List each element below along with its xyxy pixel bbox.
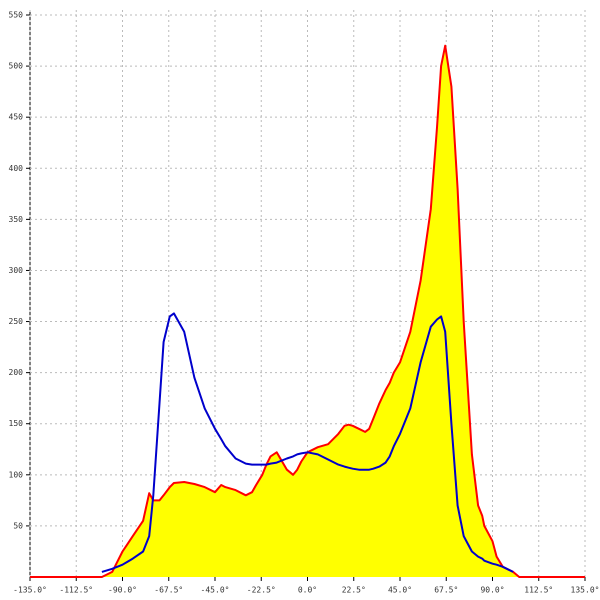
series-line bbox=[101, 312, 514, 573]
x-tick-label: 22.5° bbox=[342, 586, 366, 595]
y-tick-label: 400 bbox=[9, 164, 24, 173]
y-tick-label: 500 bbox=[9, 62, 24, 71]
x-tick-label: 90.0° bbox=[480, 586, 504, 595]
x-tick-label: -135.0° bbox=[13, 586, 47, 595]
x-tick-label: 135.0° bbox=[571, 586, 600, 595]
x-tick-label: 45.0° bbox=[388, 586, 412, 595]
area-fill bbox=[30, 45, 585, 577]
y-tick-label: 300 bbox=[9, 266, 24, 275]
x-tick-label: -112.5° bbox=[59, 586, 93, 595]
x-tick-label: -45.0° bbox=[201, 586, 230, 595]
series-line bbox=[30, 44, 585, 578]
y-tick-label: 250 bbox=[9, 317, 24, 326]
x-tick-label: 0.0° bbox=[298, 586, 317, 595]
x-tick-label: -22.5° bbox=[247, 586, 276, 595]
y-tick-label: 350 bbox=[9, 215, 24, 224]
x-tick-label: 112.5° bbox=[524, 586, 553, 595]
y-tick-label: 50 bbox=[13, 521, 23, 530]
y-tick-label: 150 bbox=[9, 419, 24, 428]
x-tick-label: -90.0° bbox=[108, 586, 137, 595]
y-tick-label: 100 bbox=[9, 470, 24, 479]
y-tick-label: 550 bbox=[9, 11, 24, 20]
x-tick-label: 67.5° bbox=[434, 586, 458, 595]
y-tick-label: 200 bbox=[9, 368, 24, 377]
y-tick-label: 450 bbox=[9, 113, 24, 122]
x-tick-label: -67.5° bbox=[154, 586, 183, 595]
